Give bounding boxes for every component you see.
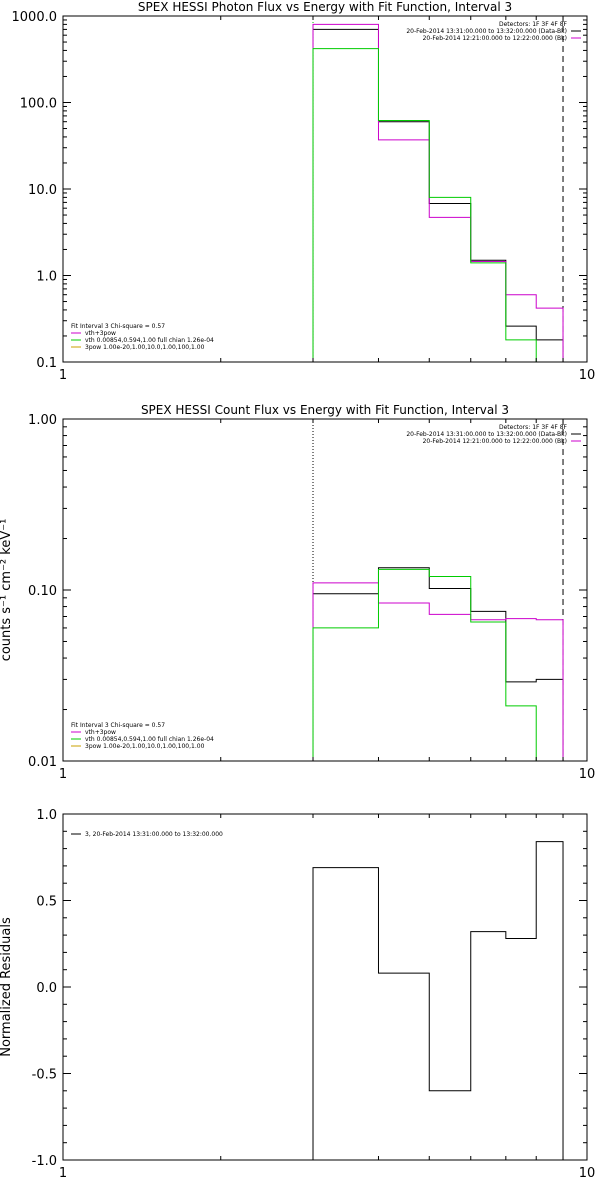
y-tick-label: 0.01	[28, 755, 57, 770]
plot-area	[312, 16, 564, 362]
legend-entry-label: 20-Feb-2014 13:31:00.000 to 13:32:00.000…	[406, 431, 567, 438]
series-line-3	[312, 48, 564, 362]
y-axis-label: counts s⁻¹ cm⁻² keV⁻¹	[0, 519, 14, 662]
chart-panel-1: SPEX HESSI Photon Flux vs Energy with Fi…	[12, 0, 596, 383]
plot-frame	[62, 15, 588, 363]
y-tick-label: 1.00	[28, 413, 57, 428]
series-line-1	[312, 567, 564, 761]
y-tick-label: -0.5	[32, 1068, 57, 1083]
y-tick-label: 1.0	[36, 270, 57, 285]
y-tick-label: 0.5	[36, 895, 57, 910]
y-tick-label: 0.0	[36, 981, 57, 996]
plot-frame	[62, 418, 588, 762]
x-tick-label: 10	[579, 767, 596, 782]
chart-title: SPEX HESSI Count Flux vs Energy with Fit…	[141, 403, 509, 417]
series-line-2	[312, 582, 564, 761]
y-tick-label: 1000.0	[12, 10, 58, 25]
y-tick-label: 1.0	[36, 808, 57, 823]
fit-legend-label: vth+3pow	[85, 729, 116, 736]
legend-header: Detectors: 1F 3F 4F 8F	[499, 21, 568, 28]
legend-entry-label: 20-Feb-2014 12:21:00.000 to 12:22:00.000…	[423, 438, 567, 445]
legend-entry-label: 20-Feb-2014 13:31:00.000 to 13:32:00.000…	[406, 28, 567, 35]
y-tick-label: 0.1	[36, 356, 57, 371]
fit-legend-label: 3pow 1.00e-20,1.00,10.0,1.00,100,1.00	[85, 743, 205, 750]
x-tick-label: 1	[59, 767, 67, 782]
x-tick-label: 10	[579, 368, 596, 383]
residual-legend-label: 3, 20-Feb-2014 13:31:00.000 to 13:32:00.…	[85, 831, 223, 838]
y-tick-label: -1.0	[32, 1154, 57, 1169]
y-tick-label: 10.0	[28, 183, 57, 198]
series-line-1	[312, 841, 564, 1160]
chart-panel-3: Normalized Residuals 1 10 1.0 0.5 0.0 -0.5 -1.0…	[0, 808, 595, 1181]
plot-area	[312, 419, 564, 761]
chart-title: SPEX HESSI Photon Flux vs Energy with Fi…	[138, 0, 512, 14]
fit-legend-label: 3pow 1.00e-20,1.00,10.0,1.00,100,1.00	[85, 344, 205, 351]
fit-legend-label: vth+3pow	[85, 330, 116, 337]
fit-legend-label: vth 0.00854,0.594,1.00 full chian 1.26e-…	[85, 736, 214, 743]
fit-legend-label: vth 0.00854,0.594,1.00 full chian 1.26e-…	[85, 337, 214, 344]
plot-frame	[62, 813, 588, 1161]
y-axis-label: Normalized Residuals	[0, 917, 14, 1057]
y-tick-label: 100.0	[20, 97, 57, 112]
fit-legend-header: Fit Interval 3 Chi-square = 0.57	[71, 323, 165, 330]
x-tick-label: 1	[59, 368, 67, 383]
plot-area	[312, 841, 564, 1160]
fit-legend-header: Fit Interval 3 Chi-square = 0.57	[71, 722, 165, 729]
series-line-2	[312, 23, 564, 362]
y-tick-label: 0.10	[28, 584, 57, 599]
series-line-3	[312, 568, 564, 761]
series-line-1	[312, 28, 564, 362]
x-tick-label: 1	[59, 1166, 67, 1181]
legend-entry-label: 20-Feb-2014 12:21:00.000 to 12:22:00.000…	[423, 35, 567, 42]
x-tick-label: 10	[579, 1166, 596, 1181]
chart-panel-2: SPEX HESSI Count Flux vs Energy with Fit…	[0, 403, 595, 782]
legend-header: Detectors: 1F 3F 4F 8F	[499, 424, 568, 431]
